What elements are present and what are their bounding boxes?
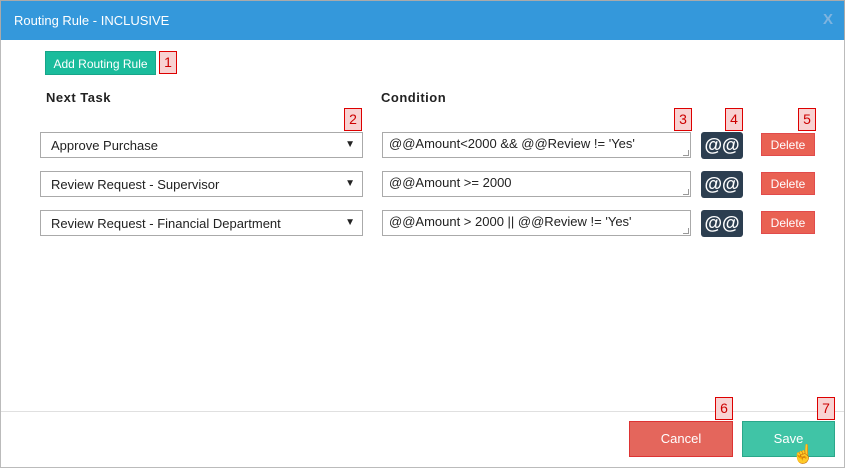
- condition-text: @@Amount > 2000 || @@Review != 'Yes': [389, 214, 632, 229]
- resize-grip-icon[interactable]: [683, 189, 689, 195]
- next-task-select[interactable]: Approve Purchase ▼: [40, 132, 363, 158]
- dropdown-arrow-icon: ▼: [345, 178, 355, 189]
- close-icon[interactable]: X: [823, 11, 834, 28]
- dialog-header: Routing Rule - INCLUSIVE X: [0, 0, 845, 40]
- condition-text: @@Amount<2000 && @@Review != 'Yes': [389, 136, 635, 151]
- hand-cursor-icon: ☝: [792, 444, 815, 464]
- next-task-select[interactable]: Review Request - Financial Department ▼: [40, 210, 363, 236]
- annotation-4: 4: [725, 108, 743, 131]
- annotation-6: 6: [715, 397, 733, 420]
- next-task-header: Next Task: [46, 90, 111, 105]
- condition-header: Condition: [381, 90, 447, 105]
- condition-textarea[interactable]: @@Amount<2000 && @@Review != 'Yes': [382, 132, 691, 158]
- insert-variable-button[interactable]: @@: [701, 171, 743, 198]
- resize-grip-icon[interactable]: [683, 228, 689, 234]
- condition-text: @@Amount >= 2000: [389, 175, 512, 190]
- add-routing-rule-button[interactable]: Add Routing Rule: [45, 51, 156, 75]
- save-button[interactable]: Save: [742, 421, 835, 457]
- dropdown-arrow-icon: ▼: [345, 217, 355, 228]
- insert-variable-button[interactable]: @@: [701, 210, 743, 237]
- select-value: Review Request - Supervisor: [51, 177, 220, 192]
- insert-variable-button[interactable]: @@: [701, 132, 743, 159]
- annotation-7: 7: [817, 397, 835, 420]
- annotation-1: 1: [159, 51, 177, 74]
- annotation-5: 5: [798, 108, 816, 131]
- condition-textarea[interactable]: @@Amount >= 2000: [382, 171, 691, 197]
- select-value: Approve Purchase: [51, 138, 158, 153]
- resize-grip-icon[interactable]: [683, 150, 689, 156]
- delete-button[interactable]: Delete: [761, 172, 815, 195]
- annotation-3: 3: [674, 108, 692, 131]
- next-task-select[interactable]: Review Request - Supervisor ▼: [40, 171, 363, 197]
- dropdown-arrow-icon: ▼: [345, 139, 355, 150]
- delete-button[interactable]: Delete: [761, 211, 815, 234]
- select-value: Review Request - Financial Department: [51, 216, 281, 231]
- annotation-2: 2: [344, 108, 362, 131]
- condition-textarea[interactable]: @@Amount > 2000 || @@Review != 'Yes': [382, 210, 691, 236]
- cancel-button[interactable]: Cancel: [629, 421, 733, 457]
- delete-button[interactable]: Delete: [761, 133, 815, 156]
- footer-divider: [1, 411, 844, 412]
- dialog-title: Routing Rule - INCLUSIVE: [14, 13, 170, 28]
